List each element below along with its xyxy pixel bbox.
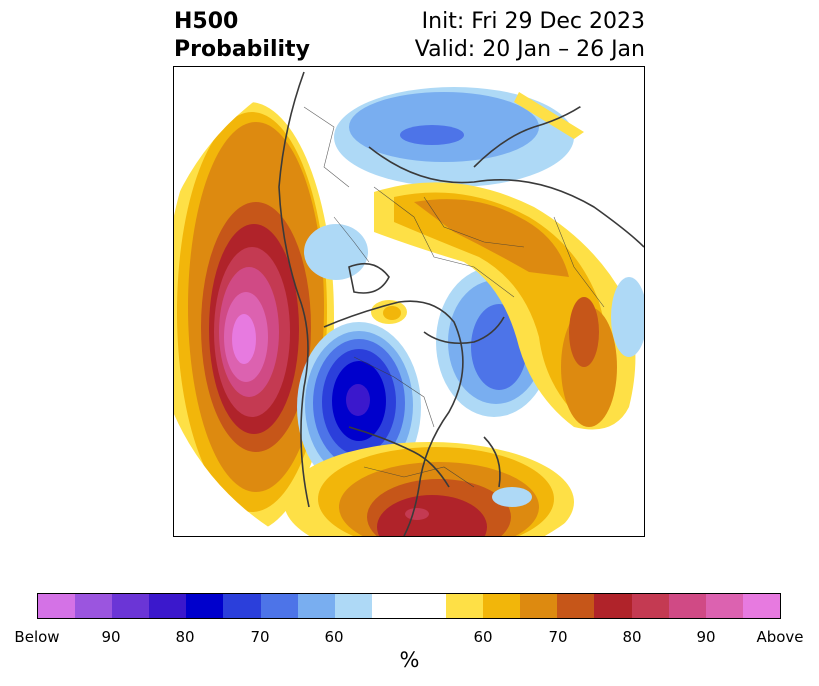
colorbar-tick-label: Above	[756, 628, 804, 646]
colorbar-bin	[260, 594, 298, 618]
colorbar-bin	[631, 594, 669, 618]
init-date: Init: Fri 29 Dec 2023	[421, 9, 645, 34]
colorbar-bin	[742, 594, 780, 618]
chart-title-left: H500 Probability	[174, 8, 310, 64]
colorbar-bin	[446, 594, 484, 618]
title-field: Probability	[174, 37, 310, 62]
colorbar-bin	[557, 594, 595, 618]
anomaly-east-blue	[492, 277, 644, 507]
colorbar-tick-label: 90	[101, 628, 121, 646]
colorbar-tick-label: 90	[696, 628, 716, 646]
colorbar-tick-label: 60	[324, 628, 344, 646]
anomaly-se-us	[284, 442, 574, 536]
colorbar-bin	[705, 594, 743, 618]
anomaly-europe	[334, 87, 574, 187]
colorbar-tick-label: Below	[14, 628, 60, 646]
colorbar-bin	[223, 594, 261, 618]
colorbar-unit-label: %	[399, 648, 420, 672]
colorbar-tick-label: 80	[622, 628, 642, 646]
colorbar-tick-label: 60	[473, 628, 493, 646]
colorbar-tick-label: 70	[548, 628, 568, 646]
title-variable: H500	[174, 9, 239, 34]
colorbar-bin	[149, 594, 187, 618]
colorbar-bin	[520, 594, 558, 618]
colorbar-tick-label: 80	[175, 628, 195, 646]
valid-range: Valid: 20 Jan – 26 Jan	[414, 37, 645, 62]
polar-map-svg	[174, 67, 644, 536]
anomaly-w-canada-below	[304, 224, 368, 280]
colorbar-bin	[186, 594, 224, 618]
anomaly-alaska-above	[371, 300, 407, 324]
anomaly-ne-pacific	[174, 102, 334, 532]
colorbar-bin	[594, 594, 632, 618]
colorbar-bin	[334, 594, 372, 618]
anomaly-atlantic-streak	[514, 92, 584, 139]
polar-map	[173, 66, 645, 537]
colorbar	[37, 593, 781, 619]
colorbar-bin	[38, 594, 76, 618]
colorbar-bin	[112, 594, 150, 618]
colorbar-bin	[75, 594, 113, 618]
chart-title-right: Init: Fri 29 Dec 2023 Valid: 20 Jan – 26…	[415, 8, 645, 64]
colorbar-bin-neutral	[371, 594, 447, 618]
colorbar-bin	[483, 594, 521, 618]
colorbar-bin	[297, 594, 335, 618]
country-borders	[303, 106, 605, 488]
anomaly-siberia	[374, 182, 636, 430]
colorbar-bin	[668, 594, 706, 618]
colorbar-tick-label: 70	[250, 628, 270, 646]
